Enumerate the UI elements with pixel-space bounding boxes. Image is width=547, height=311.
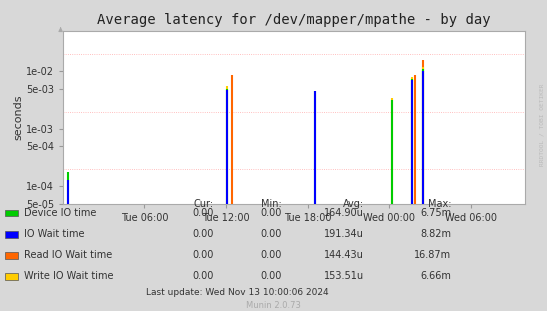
Text: 144.43u: 144.43u <box>324 250 364 260</box>
Text: Avg:: Avg: <box>342 199 364 209</box>
Text: Cur:: Cur: <box>193 199 213 209</box>
Text: IO Wait time: IO Wait time <box>24 229 85 239</box>
Text: 153.51u: 153.51u <box>324 272 364 281</box>
Title: Average latency for /dev/mapper/mpathe - by day: Average latency for /dev/mapper/mpathe -… <box>97 13 491 27</box>
Text: Last update: Wed Nov 13 10:00:06 2024: Last update: Wed Nov 13 10:00:06 2024 <box>146 288 328 297</box>
Text: 0.00: 0.00 <box>192 272 213 281</box>
Text: 0.00: 0.00 <box>260 208 282 218</box>
Text: 0.00: 0.00 <box>192 250 213 260</box>
Text: 0.00: 0.00 <box>192 208 213 218</box>
Text: Read IO Wait time: Read IO Wait time <box>24 250 112 260</box>
Text: Munin 2.0.73: Munin 2.0.73 <box>246 301 301 310</box>
Text: 8.82m: 8.82m <box>420 229 451 239</box>
Text: 191.34u: 191.34u <box>324 229 364 239</box>
Text: RRDTOOL / TOBI OETIKER: RRDTOOL / TOBI OETIKER <box>539 83 544 166</box>
Text: 164.90u: 164.90u <box>324 208 364 218</box>
Text: 6.66m: 6.66m <box>421 272 451 281</box>
Text: Write IO Wait time: Write IO Wait time <box>24 272 114 281</box>
Text: Min:: Min: <box>261 199 282 209</box>
Text: 0.00: 0.00 <box>260 272 282 281</box>
Text: 0.00: 0.00 <box>260 229 282 239</box>
Text: 6.75m: 6.75m <box>420 208 451 218</box>
Text: Device IO time: Device IO time <box>24 208 96 218</box>
Text: 0.00: 0.00 <box>192 229 213 239</box>
Y-axis label: seconds: seconds <box>13 95 23 140</box>
Text: Max:: Max: <box>428 199 451 209</box>
Text: 0.00: 0.00 <box>260 250 282 260</box>
Text: 16.87m: 16.87m <box>414 250 451 260</box>
